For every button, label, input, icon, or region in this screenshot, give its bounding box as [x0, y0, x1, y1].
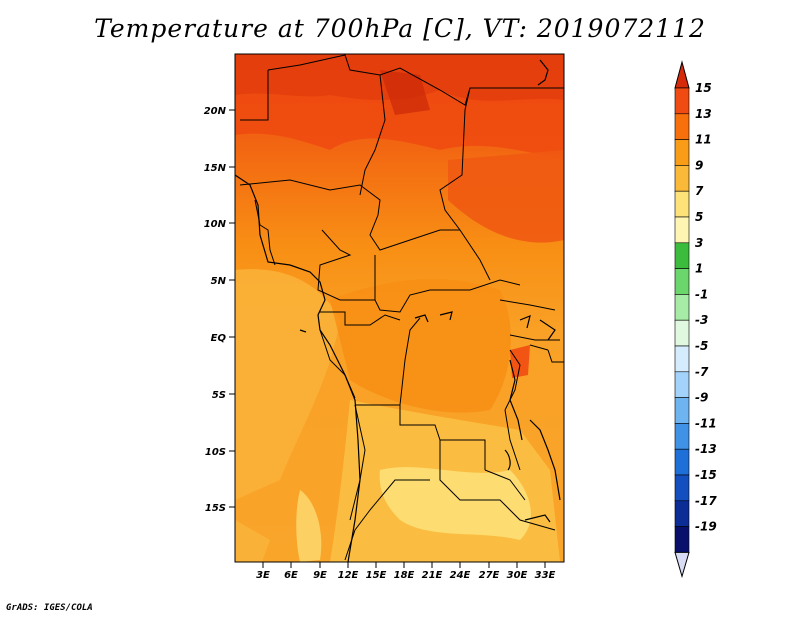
- colorbar-label: -3: [695, 313, 708, 327]
- colorbar-label: -9: [695, 391, 708, 405]
- colorbar-segment: [674, 139, 690, 166]
- colorbar-label: -7: [695, 365, 709, 379]
- lon-label: 33E: [535, 570, 556, 581]
- country-borders: [239, 54, 564, 561]
- colorbar-segment: [674, 190, 690, 218]
- colorbar-label: 3: [695, 236, 703, 250]
- colorbar-label: 7: [695, 184, 704, 198]
- lon-label: 21E: [422, 570, 443, 581]
- longitude-axis: 3E 6E 9E 12E 15E 18E 21E 24E 27E 30E 33E: [256, 562, 556, 581]
- lon-label: 12E: [338, 570, 359, 581]
- colorbar-label: -11: [695, 416, 717, 430]
- colorbar-label: -17: [695, 494, 717, 508]
- chart-title: Temperature at 700hPa [C], VT: 201907211…: [94, 14, 706, 43]
- temperature-field: [235, 54, 564, 562]
- grads-credit: GrADS: IGES/COLA: [6, 603, 93, 613]
- colorbar-segment: [674, 319, 690, 347]
- colorbar-segment: [674, 216, 690, 244]
- lon-label: 15E: [366, 570, 387, 581]
- colorbar-segment: [674, 371, 690, 398]
- colorbar-segment: [674, 448, 690, 476]
- lat-label: 20N: [204, 106, 227, 117]
- colorbar-segment: [674, 113, 690, 140]
- lon-label: 3E: [256, 570, 270, 581]
- colorbar-label: -5: [695, 339, 708, 353]
- lat-label: EQ: [211, 333, 227, 344]
- colorbar-segment: [674, 165, 690, 192]
- lakes: [299, 311, 551, 523]
- colorbar-cap-top: [674, 60, 690, 89]
- colorbar-segment: [674, 397, 690, 424]
- lat-label: 10S: [205, 447, 226, 458]
- colorbar-segment: [674, 345, 690, 373]
- colorbar-label: -1: [695, 287, 708, 301]
- colorbar-label: -19: [695, 520, 717, 534]
- lat-label: 15N: [204, 163, 227, 174]
- colorbar-segment: [674, 242, 690, 269]
- colorbar-segment: [674, 268, 690, 295]
- colorbar: 15 13 11 9 7 5 3 1 -1 -3 -5 -7 -9 -11 -13 -15 -17 -19: [674, 60, 717, 579]
- lon-label: 24E: [450, 570, 471, 581]
- map-frame: [234, 53, 565, 563]
- latitude-axis: 20N 15N 10N 5N EQ 5S 10S 15S: [204, 106, 235, 514]
- lat-label: 10N: [204, 219, 227, 230]
- colorbar-label: 13: [695, 107, 712, 121]
- lat-label: 15S: [205, 503, 226, 514]
- lon-label: 6E: [284, 570, 298, 581]
- colorbar-label: 11: [695, 133, 712, 147]
- colorbar-label: -13: [695, 442, 717, 456]
- lat-label: 5N: [211, 276, 227, 287]
- colorbar-label: 9: [695, 158, 703, 172]
- coastline: [234, 59, 561, 563]
- lon-label: 27E: [479, 570, 500, 581]
- colorbar-segment: [674, 87, 690, 115]
- colorbar-label: 15: [695, 81, 712, 95]
- colorbar-label: 5: [695, 210, 703, 224]
- colorbar-segment: [674, 474, 690, 502]
- colorbar-segment: [674, 294, 690, 321]
- lon-label: 18E: [394, 570, 415, 581]
- colorbar-segment: [674, 500, 690, 527]
- colorbar-cap-bottom: [674, 551, 690, 579]
- lon-label: 30E: [507, 570, 528, 581]
- lon-label: 9E: [313, 570, 327, 581]
- colorbar-segment: [674, 423, 690, 450]
- colorbar-segment: [674, 526, 690, 553]
- lat-label: 5S: [212, 390, 226, 401]
- colorbar-label: 1: [695, 262, 703, 276]
- colorbar-label: -15: [695, 468, 717, 482]
